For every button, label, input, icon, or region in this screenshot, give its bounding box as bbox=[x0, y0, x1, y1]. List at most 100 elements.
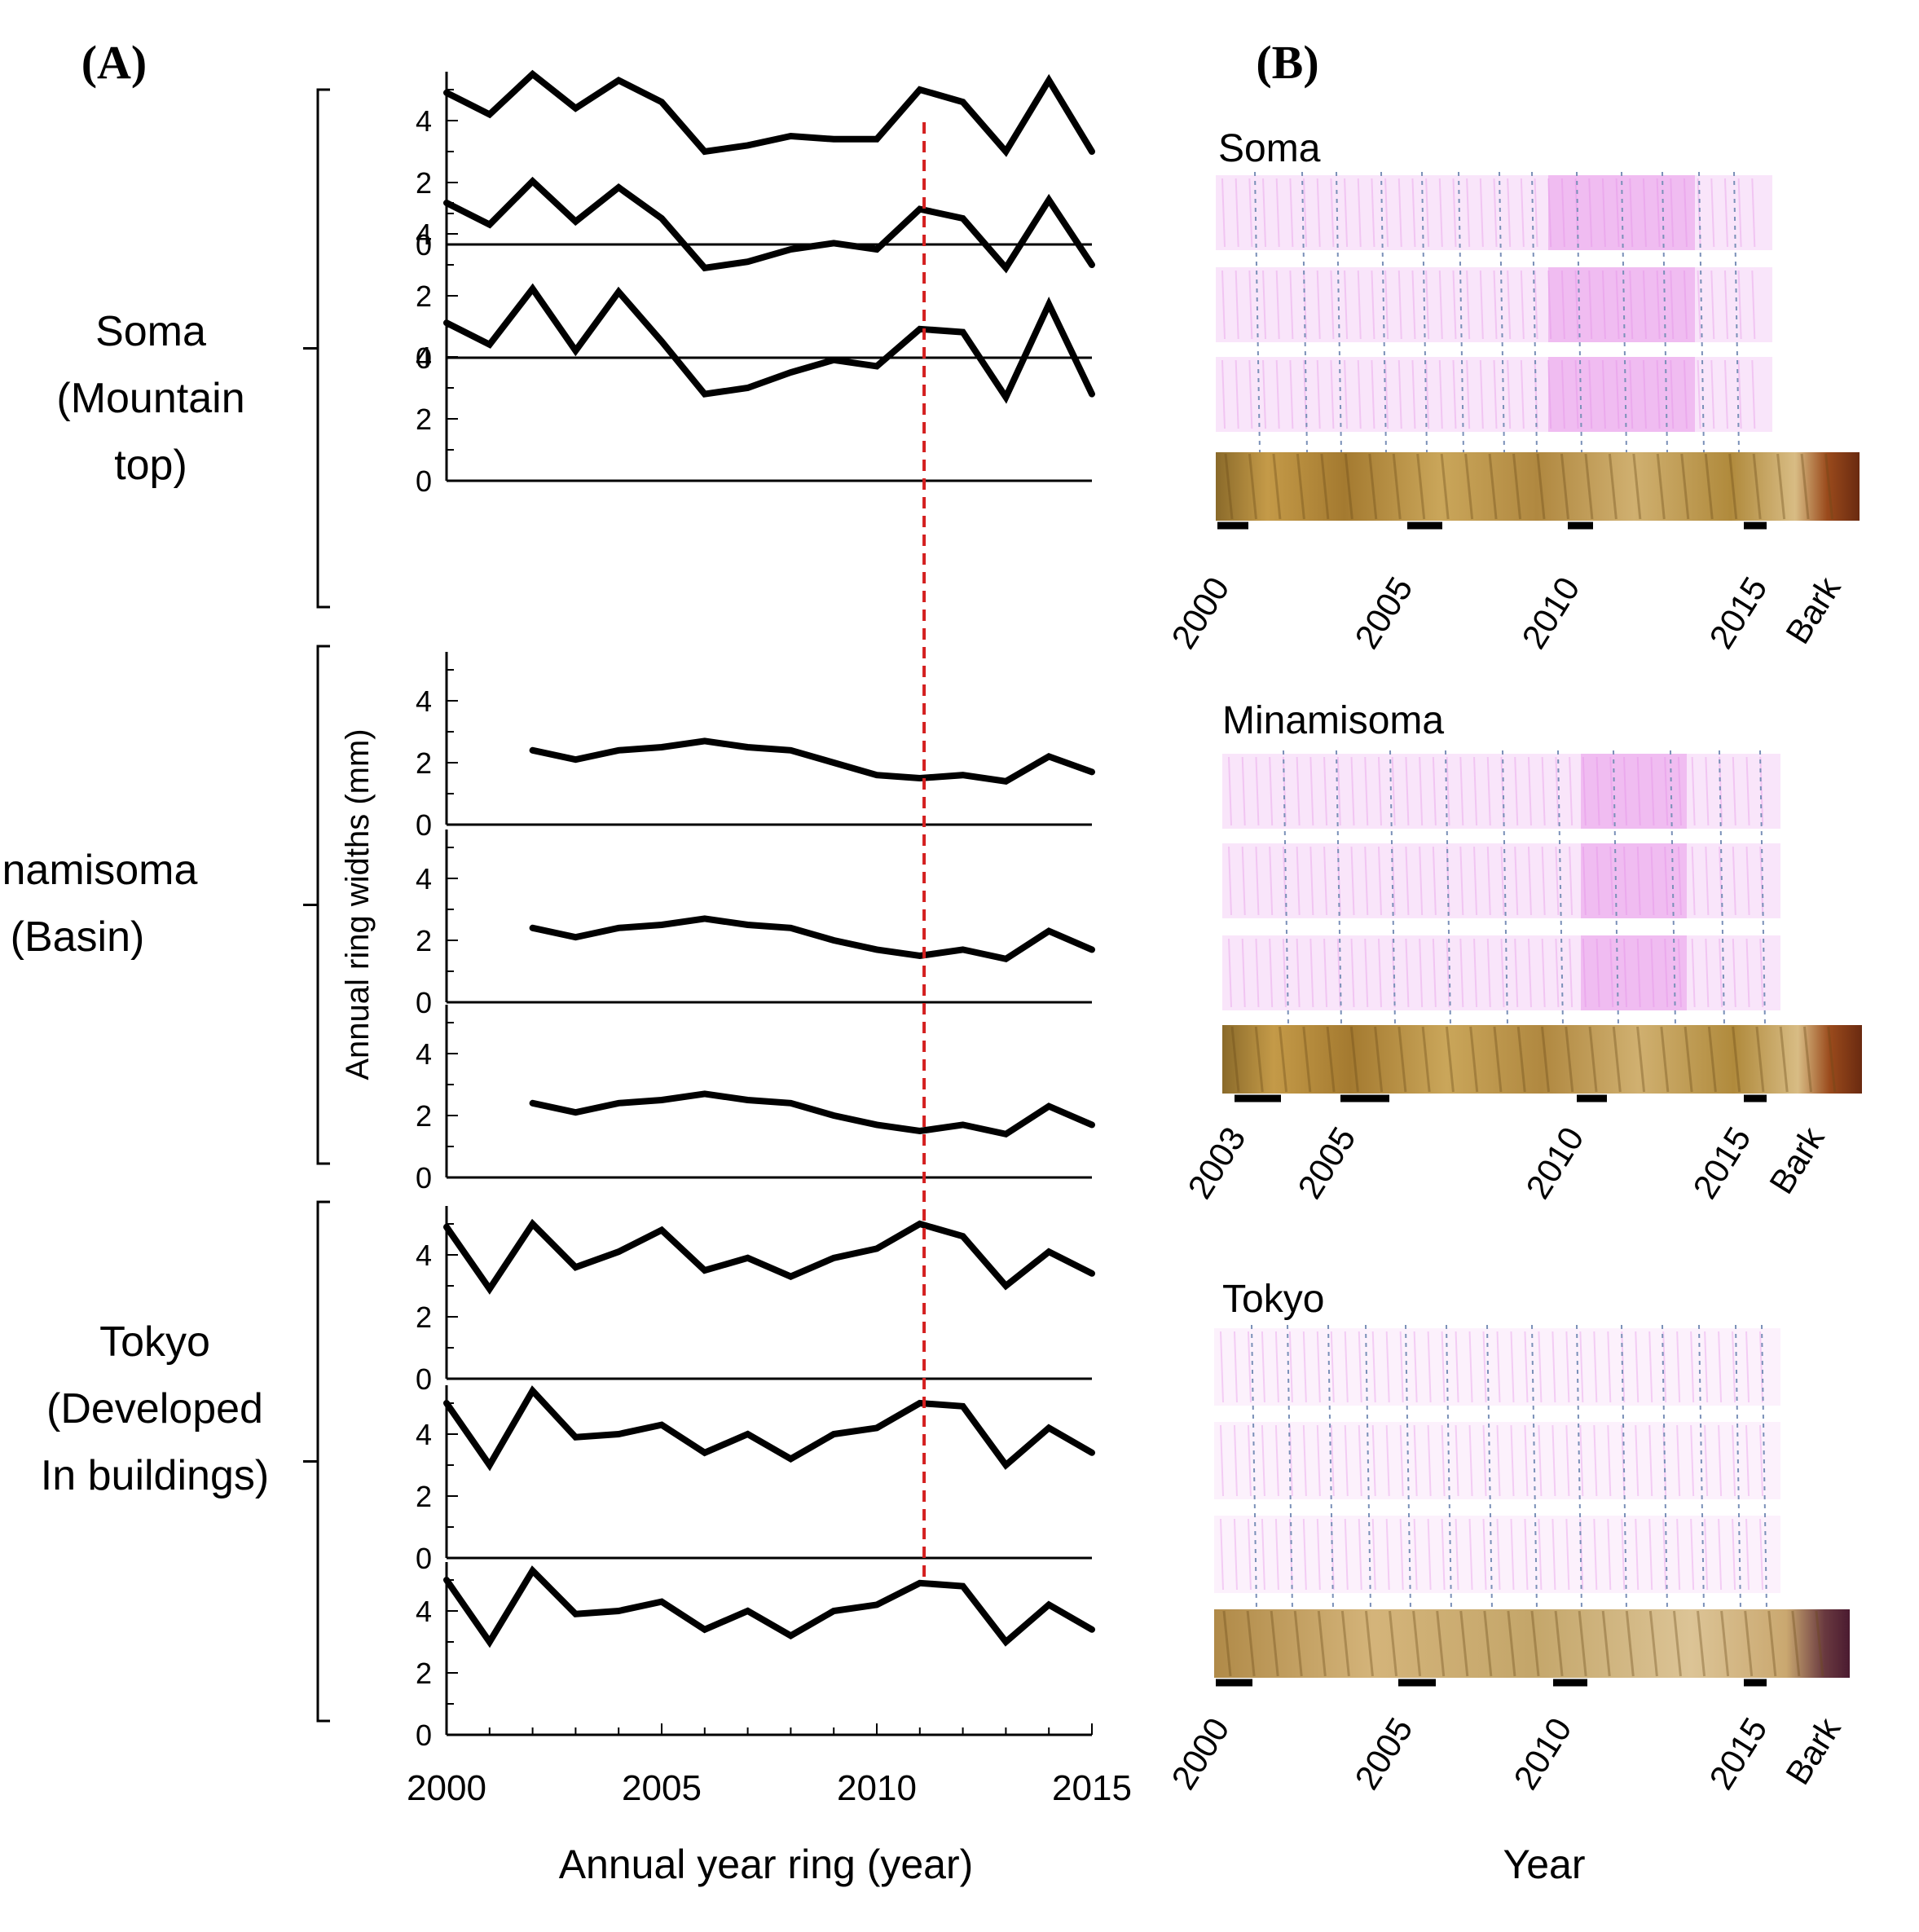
wood-grain bbox=[1767, 1610, 1777, 1677]
ring-texture bbox=[1391, 756, 1396, 826]
wood-grain bbox=[1720, 1610, 1730, 1677]
series-line bbox=[529, 737, 1095, 785]
ring-texture bbox=[1289, 178, 1294, 248]
ring-texture bbox=[1493, 359, 1498, 429]
ring-texture bbox=[1751, 270, 1756, 340]
ring-texture bbox=[1296, 846, 1301, 916]
ring-texture bbox=[1732, 1331, 1736, 1403]
ring-texture bbox=[1579, 1331, 1584, 1403]
ring-boundary bbox=[1283, 750, 1289, 1026]
ring-texture bbox=[1732, 1424, 1736, 1497]
ring-texture bbox=[1323, 756, 1328, 826]
ring-texture bbox=[1541, 756, 1546, 826]
year-label: 2010 bbox=[1514, 570, 1587, 655]
ring-texture bbox=[1371, 1424, 1376, 1497]
ring-texture bbox=[1364, 756, 1369, 826]
wood-grain bbox=[1565, 1026, 1574, 1093]
y-tick-label: 2 bbox=[416, 279, 432, 313]
ring-texture bbox=[1623, 756, 1628, 826]
ring-texture bbox=[1233, 1424, 1238, 1497]
ring-boundary bbox=[1327, 1324, 1334, 1610]
ring-texture bbox=[1670, 178, 1675, 248]
ring-texture bbox=[1427, 1424, 1432, 1497]
y-tick-label: 0 bbox=[416, 341, 432, 375]
ring-texture bbox=[1677, 938, 1682, 1008]
ring-texture bbox=[1648, 1424, 1653, 1497]
ring-texture bbox=[1330, 1424, 1335, 1497]
ring-texture bbox=[1642, 270, 1647, 340]
ring-texture bbox=[1309, 756, 1314, 826]
ring-texture bbox=[1569, 756, 1573, 826]
ring-texture bbox=[1385, 1331, 1390, 1403]
wood-grain bbox=[1464, 453, 1474, 520]
ring-texture bbox=[1261, 1518, 1265, 1591]
ring-boundary bbox=[1735, 1324, 1741, 1610]
ring-texture bbox=[1482, 1331, 1487, 1403]
ring-texture bbox=[1551, 1331, 1556, 1403]
ring-texture bbox=[1357, 178, 1362, 248]
ring-texture bbox=[1593, 1331, 1598, 1403]
group-bracket bbox=[303, 645, 330, 1165]
ring-boundary bbox=[1670, 750, 1676, 1026]
wood-grain bbox=[1224, 453, 1234, 520]
wood-grain bbox=[1530, 1610, 1540, 1677]
ring-texture bbox=[1524, 1424, 1529, 1497]
site-block-tokyo: Tokyo 2000 2005 2010 2015 Bark bbox=[1164, 1278, 1850, 1796]
ring-texture bbox=[1452, 178, 1457, 248]
ring-texture bbox=[1330, 178, 1335, 248]
ring-texture bbox=[1560, 359, 1565, 429]
ring-texture bbox=[1316, 1518, 1321, 1591]
stained-section bbox=[1216, 357, 1772, 432]
wood-grain bbox=[1493, 1026, 1503, 1093]
ring-texture bbox=[1601, 359, 1606, 429]
series-line bbox=[443, 1218, 1095, 1295]
year-label: 2000 bbox=[1164, 570, 1236, 655]
wood-grain bbox=[1588, 1026, 1598, 1093]
wood-grain bbox=[1541, 1026, 1550, 1093]
ring-texture bbox=[1609, 938, 1614, 1008]
ring-texture bbox=[1302, 1518, 1307, 1591]
ring-texture bbox=[1316, 1424, 1321, 1497]
ring-boundary bbox=[1531, 1324, 1538, 1610]
stained-section bbox=[1214, 1328, 1780, 1406]
y-tick-label: 2 bbox=[416, 746, 432, 780]
ring-texture bbox=[1751, 178, 1756, 248]
wood-grain bbox=[1445, 1026, 1455, 1093]
ring-texture bbox=[1371, 270, 1375, 340]
ring-texture bbox=[1507, 178, 1512, 248]
ring-texture bbox=[1316, 178, 1321, 248]
wood-grain bbox=[1368, 453, 1378, 520]
y-tick-label: 4 bbox=[416, 1595, 432, 1628]
year-label: Bark bbox=[1778, 570, 1848, 650]
ring-texture bbox=[1255, 938, 1260, 1008]
wood-grain bbox=[1554, 1610, 1564, 1677]
ring-texture bbox=[1588, 270, 1593, 340]
ring-texture bbox=[1221, 359, 1226, 429]
ring-texture bbox=[1473, 938, 1478, 1008]
group-label-line: Minamisoma bbox=[0, 847, 197, 894]
wood-grain bbox=[1632, 453, 1642, 520]
ring-texture bbox=[1248, 359, 1253, 429]
ring-texture bbox=[1350, 846, 1355, 916]
series-line bbox=[443, 1565, 1095, 1648]
ring-texture bbox=[1269, 756, 1274, 826]
stained-section bbox=[1222, 935, 1780, 1010]
ring-texture bbox=[1629, 178, 1634, 248]
ring-boundary bbox=[1621, 1324, 1627, 1610]
ring-texture bbox=[1371, 359, 1375, 429]
ring-texture bbox=[1732, 756, 1736, 826]
y-tick-label: 2 bbox=[416, 166, 432, 200]
site-name: Tokyo bbox=[1222, 1278, 1324, 1321]
wood-core-photo bbox=[1222, 1025, 1862, 1094]
ring-texture bbox=[1496, 1331, 1501, 1403]
ring-texture bbox=[1269, 938, 1274, 1008]
ring-texture bbox=[1615, 178, 1620, 248]
wood-grain bbox=[1755, 1026, 1765, 1093]
series-line bbox=[443, 1385, 1095, 1472]
ring-texture bbox=[1710, 178, 1715, 248]
ring-texture bbox=[1316, 359, 1321, 429]
ring-boundary bbox=[1254, 171, 1261, 453]
subplot-1-1: 0 2 4 bbox=[416, 830, 1095, 1019]
ring-texture bbox=[1419, 756, 1424, 826]
